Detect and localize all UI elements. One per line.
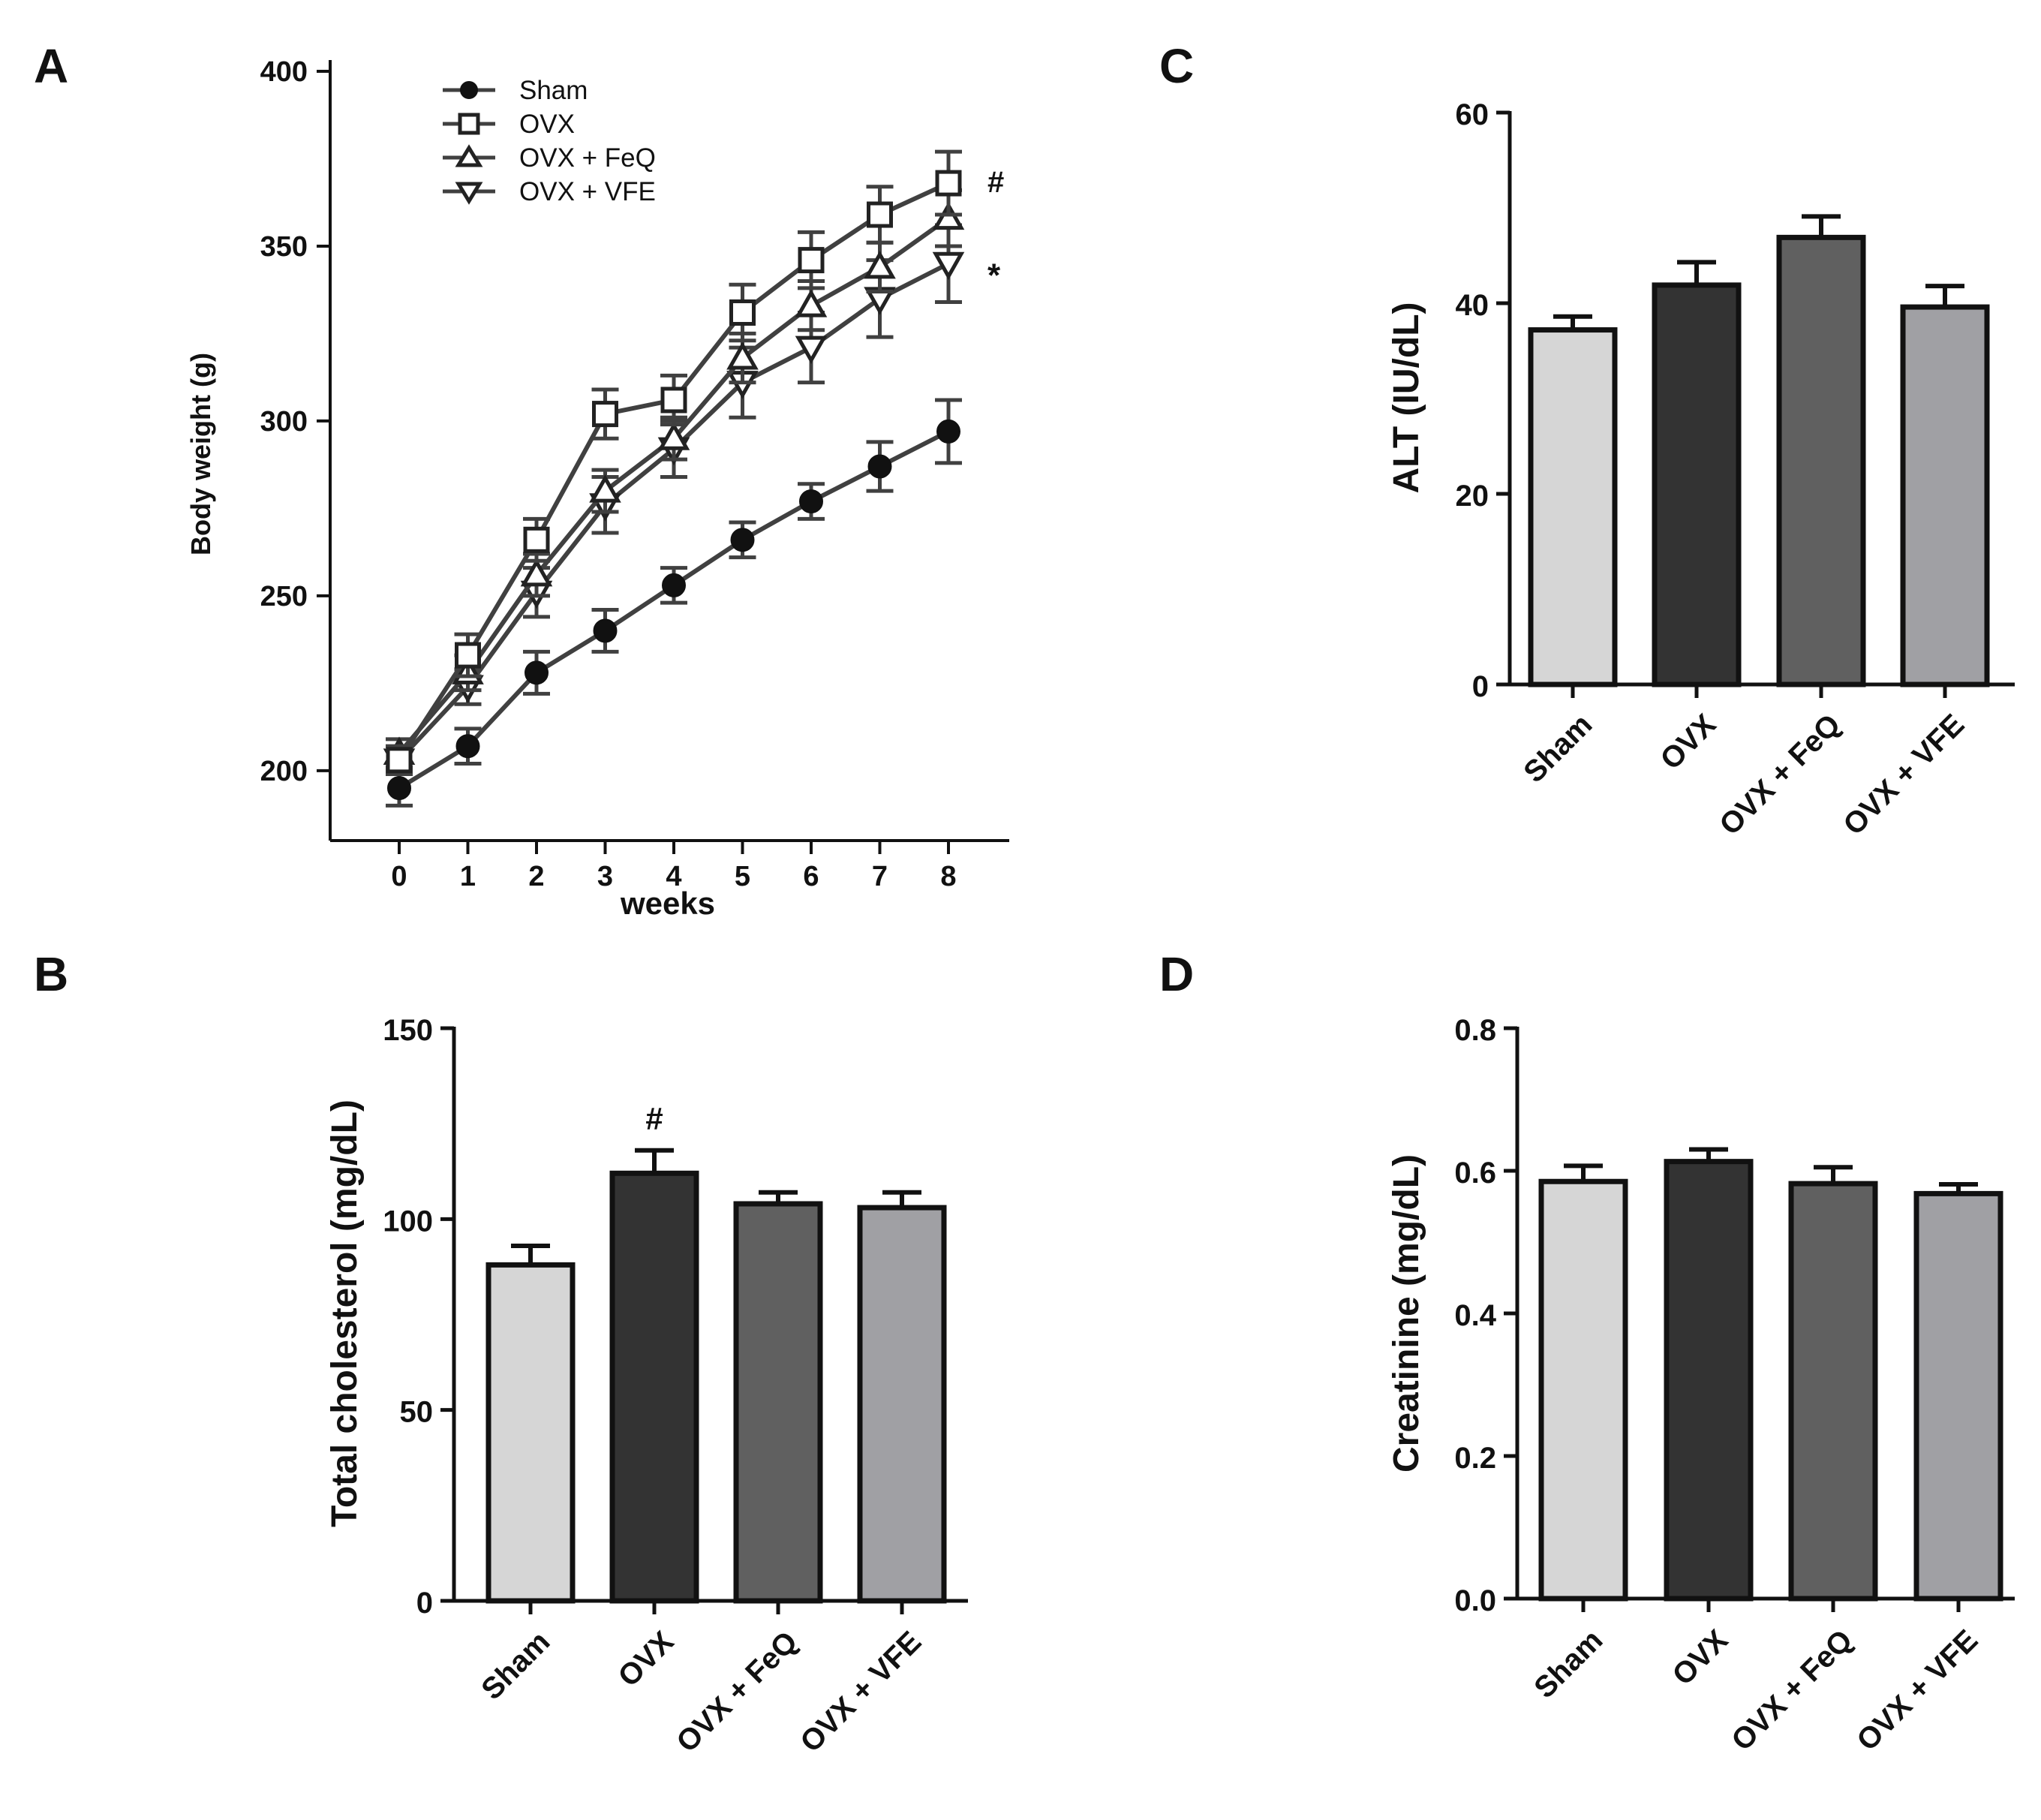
- x-tick-label-8: 8: [940, 861, 956, 892]
- series-ovx-feq: [383, 188, 965, 769]
- point-ovx-0: [386, 747, 413, 774]
- bar-ovx-feq: [1788, 1181, 1878, 1602]
- y-axis-title: Total cholesterol (mg/dL): [325, 1100, 365, 1527]
- x-tick-label-2: 2: [528, 861, 544, 892]
- bar-ovx: [609, 1170, 699, 1604]
- point-sham-6: [799, 489, 823, 514]
- y-tick-label-400: 400: [260, 56, 308, 88]
- x-tick-label-1: 1: [460, 861, 476, 892]
- point-sham-3: [593, 618, 618, 643]
- legend-marker-ovx-vfe: [455, 182, 483, 205]
- point-sham-5: [730, 528, 755, 552]
- x-axis-title: weeks: [620, 886, 715, 921]
- point-ovx-4: [660, 387, 687, 414]
- bar-ovx-vfe: [1913, 1190, 2003, 1602]
- annotation-ovx: #: [987, 166, 1004, 199]
- y-tick-label-60: 60: [1456, 98, 1489, 131]
- x-tick-label-5: 5: [735, 861, 750, 892]
- legend-entry-ovx-feq: OVX + FeQ: [443, 143, 656, 173]
- y-tick-label-0-8: 0.8: [1454, 1014, 1496, 1047]
- point-ovx-feq-3: [589, 474, 621, 503]
- legend-entry-ovx: OVX: [443, 110, 575, 139]
- x-tick-label-0: 0: [391, 861, 407, 892]
- y-tick-label-300: 300: [260, 406, 308, 438]
- y-tick-label-0-2: 0.2: [1454, 1442, 1496, 1475]
- bar-sham: [1528, 327, 1618, 687]
- x-tick-label-6: 6: [803, 861, 819, 892]
- point-ovx-5: [729, 299, 756, 326]
- panel-label-d: D: [1159, 947, 1194, 1001]
- point-ovx-feq-7: [864, 250, 896, 279]
- point-sham-0: [387, 776, 411, 801]
- legend: Sham OVX OVX + FeQ OVX + VFE: [443, 76, 656, 206]
- legend-entry-ovx-vfe: OVX + VFE: [443, 177, 656, 206]
- bar-ovx: [1652, 282, 1742, 687]
- point-ovx-vfe-6: [795, 335, 828, 365]
- point-sham-1: [455, 734, 480, 759]
- y-tick-label-50: 50: [400, 1396, 434, 1429]
- bar-ovx: [1664, 1159, 1754, 1602]
- annotation-ovx-vfe: *: [987, 257, 1001, 293]
- bar-ovx-feq: [1776, 234, 1866, 687]
- legend-entry-sham: Sham: [443, 76, 588, 105]
- x-tick-label-7: 7: [872, 861, 888, 892]
- series-sham: [386, 398, 962, 808]
- point-ovx-8: [935, 170, 962, 197]
- point-ovx-feq-5: [726, 341, 759, 370]
- legend-label-ovx-feq: OVX + FeQ: [519, 143, 656, 173]
- legend-label-ovx: OVX: [519, 110, 575, 139]
- y-axis-title: Creatinine (mg/dL): [1387, 1154, 1426, 1473]
- point-ovx-2: [523, 526, 550, 553]
- panel-label-b: B: [34, 947, 68, 1001]
- panel-label-c: C: [1159, 39, 1194, 93]
- point-ovx-vfe-8: [932, 251, 965, 281]
- bar-ovx-feq: [733, 1201, 823, 1604]
- y-tick-label-100: 100: [383, 1205, 433, 1238]
- x-tick-label-3: 3: [597, 861, 613, 892]
- body-weight-line-chart: 200 250 300 350 400 0 1 2 3 4 5 6 7 8 weeks Body weight…: [185, 56, 1009, 921]
- annotation-ovx: #: [645, 1101, 663, 1136]
- bar-ovx-vfe: [1900, 304, 1990, 687]
- panel-label-a: A: [34, 39, 68, 93]
- point-ovx-feq-8: [932, 201, 965, 230]
- legend-label-sham: Sham: [519, 76, 588, 105]
- y-tick-label-0-6: 0.6: [1454, 1157, 1496, 1190]
- bar-ovx-vfe: [857, 1205, 947, 1604]
- series-ovx: [386, 149, 962, 776]
- point-ovx-1: [455, 642, 481, 669]
- point-ovx-feq-6: [795, 289, 828, 317]
- y-axis-title: ALT (IU/dL): [1387, 302, 1426, 493]
- point-ovx-6: [798, 247, 825, 274]
- x-tick-label-4: 4: [666, 861, 681, 892]
- y-tick-label-0: 0: [416, 1587, 433, 1620]
- point-ovx-feq-2: [520, 558, 553, 587]
- legend-label-ovx-vfe: OVX + VFE: [519, 177, 656, 206]
- y-tick-label-20: 20: [1456, 480, 1489, 513]
- point-sham-8: [936, 419, 960, 444]
- point-ovx-3: [592, 401, 618, 428]
- y-axis-title: Body weight (g): [185, 353, 216, 555]
- point-ovx-7: [867, 201, 893, 228]
- y-tick-label-40: 40: [1456, 289, 1489, 322]
- bar-sham: [485, 1262, 576, 1604]
- legend-marker-ovx-feq: [455, 144, 483, 167]
- point-sham-7: [867, 454, 892, 479]
- y-tick-label-200: 200: [260, 756, 308, 787]
- legend-marker-sham: [460, 81, 478, 99]
- point-ovx-feq-4: [657, 422, 690, 450]
- point-sham-2: [525, 660, 549, 685]
- y-tick-label-0-0: 0.0: [1454, 1584, 1496, 1617]
- y-tick-label-0-4: 0.4: [1454, 1299, 1496, 1332]
- y-tick-label-350: 350: [260, 231, 308, 263]
- y-tick-label-250: 250: [260, 581, 308, 612]
- legend-marker-ovx: [458, 113, 480, 135]
- bar-sham: [1538, 1178, 1628, 1602]
- y-tick-label-150: 150: [383, 1014, 433, 1047]
- y-tick-label-0: 0: [1472, 670, 1489, 703]
- point-sham-4: [662, 573, 686, 597]
